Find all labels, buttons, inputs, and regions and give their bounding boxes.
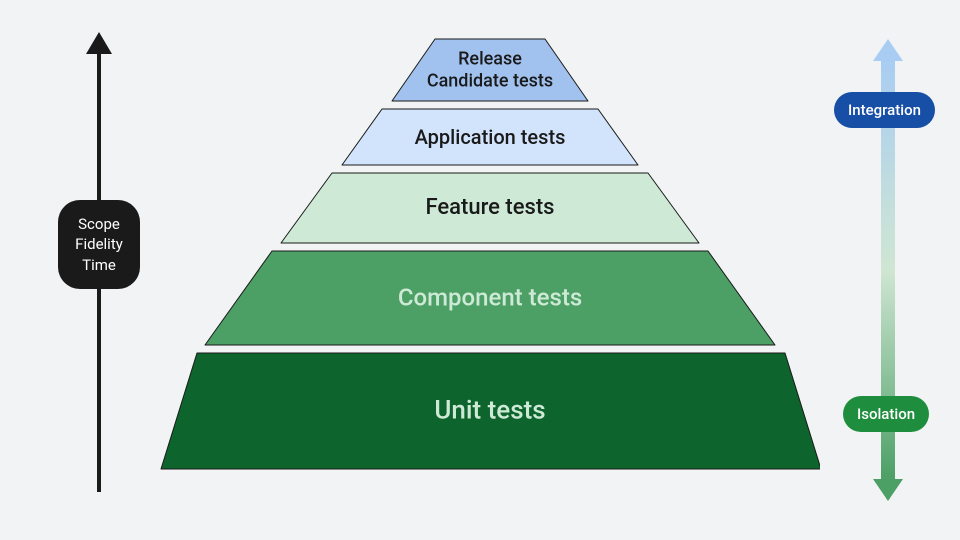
- pyramid-tier-3: Component tests: [160, 250, 820, 346]
- pyramid-tier-shape-4: [160, 352, 820, 470]
- scope-fidelity-time-badge: Scope Fidelity Time: [58, 200, 140, 289]
- test-pyramid: ReleaseCandidate tests Application tests F…: [160, 38, 820, 498]
- pyramid-tier-shape-3: [204, 250, 776, 346]
- scope-label: Scope: [64, 214, 134, 234]
- pyramid-tier-1: Application tests: [160, 108, 820, 166]
- pyramid-tier-4: Unit tests: [160, 352, 820, 470]
- scope-arrow-head: [86, 32, 112, 54]
- isolation-badge: Isolation: [843, 396, 929, 432]
- pyramid-tier-2: Feature tests: [160, 172, 820, 244]
- pyramid-tier-shape-0: [391, 38, 589, 102]
- time-label: Time: [64, 255, 134, 275]
- fidelity-label: Fidelity: [64, 234, 134, 254]
- integration-arrow-head-top: [873, 39, 903, 61]
- diagram-stage: Scope Fidelity Time Integration Isolatio…: [0, 0, 960, 540]
- integration-badge: Integration: [834, 92, 935, 128]
- pyramid-tier-0: ReleaseCandidate tests: [160, 38, 820, 102]
- integration-arrow-head-bottom: [873, 479, 903, 501]
- pyramid-tier-shape-1: [341, 108, 639, 166]
- pyramid-tier-shape-2: [280, 172, 700, 244]
